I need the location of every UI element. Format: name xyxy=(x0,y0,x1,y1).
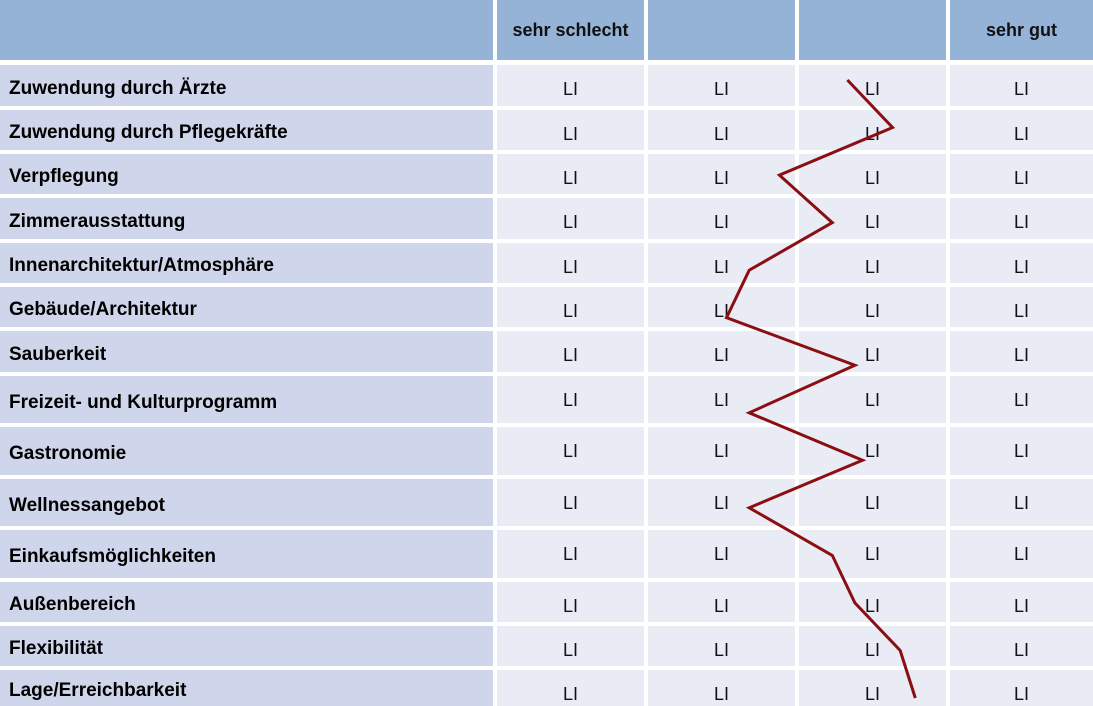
rating-cell: LI xyxy=(648,530,795,578)
rating-cell: LI xyxy=(799,479,946,526)
row-label: Außenbereich xyxy=(0,582,493,622)
row-label: Zuwendung durch Pflegekräfte xyxy=(0,110,493,150)
rating-cell: LI xyxy=(950,65,1093,106)
rating-cell: LI xyxy=(799,110,946,150)
rating-cell: LI xyxy=(799,243,946,283)
rating-cell: LI xyxy=(648,65,795,106)
rating-cell: LI xyxy=(497,427,644,475)
rating-cell: LI xyxy=(497,479,644,526)
rating-cell: LI xyxy=(799,626,946,666)
rating-cell: LI xyxy=(799,376,946,423)
rating-cell: LI xyxy=(648,626,795,666)
rating-cell: LI xyxy=(497,243,644,283)
rating-cell: LI xyxy=(648,287,795,327)
rating-cell: LI xyxy=(497,670,644,706)
row-label: Gebäude/Architektur xyxy=(0,287,493,327)
rating-cell: LI xyxy=(950,479,1093,526)
rating-cell: LI xyxy=(497,198,644,239)
rating-cell: LI xyxy=(950,626,1093,666)
rating-cell: LI xyxy=(648,670,795,706)
rating-cell: LI xyxy=(799,427,946,475)
rating-cell: LI xyxy=(950,582,1093,622)
rating-cell: LI xyxy=(648,198,795,239)
row-label: Innenarchitektur/Atmosphäre xyxy=(0,243,493,283)
rating-cell: LI xyxy=(648,427,795,475)
rating-cell: LI xyxy=(950,154,1093,194)
column-header: sehr gut xyxy=(950,0,1093,60)
rating-cell: LI xyxy=(648,479,795,526)
rating-cell: LI xyxy=(950,287,1093,327)
row-label: Zuwendung durch Ärzte xyxy=(0,65,493,106)
rating-cell: LI xyxy=(497,110,644,150)
rating-cell: LI xyxy=(648,376,795,423)
row-label: Verpflegung xyxy=(0,154,493,194)
rating-cell: LI xyxy=(648,243,795,283)
rating-cell: LI xyxy=(950,110,1093,150)
rating-cell: LI xyxy=(497,530,644,578)
rating-cell: LI xyxy=(799,530,946,578)
rating-cell: LI xyxy=(950,427,1093,475)
row-label: Flexibilität xyxy=(0,626,493,666)
rating-cell: LI xyxy=(497,154,644,194)
rating-cell: LI xyxy=(950,243,1093,283)
rating-cell: LI xyxy=(950,331,1093,372)
rating-cell: LI xyxy=(950,530,1093,578)
rating-cell: LI xyxy=(497,65,644,106)
rating-cell: LI xyxy=(799,670,946,706)
header-corner xyxy=(0,0,493,60)
rating-cell: LI xyxy=(648,331,795,372)
row-label: Freizeit- und Kulturprogramm xyxy=(0,376,493,423)
rating-cell: LI xyxy=(648,582,795,622)
row-label: Einkaufsmöglichkeiten xyxy=(0,530,493,578)
rating-cell: LI xyxy=(648,154,795,194)
rating-cell: LI xyxy=(497,626,644,666)
rating-cell: LI xyxy=(799,582,946,622)
row-label: Lage/Erreichbarkeit xyxy=(0,670,493,706)
rating-cell: LI xyxy=(799,65,946,106)
rating-cell: LI xyxy=(648,110,795,150)
row-label: Wellnessangebot xyxy=(0,479,493,526)
rating-cell: LI xyxy=(497,376,644,423)
rating-cell: LI xyxy=(497,287,644,327)
rating-cell: LI xyxy=(799,154,946,194)
rating-cell: LI xyxy=(497,582,644,622)
column-header xyxy=(799,0,946,60)
row-label: Sauberkeit xyxy=(0,331,493,372)
column-header xyxy=(648,0,795,60)
row-label: Gastronomie xyxy=(0,427,493,475)
column-header: sehr schlecht xyxy=(497,0,644,60)
rating-cell: LI xyxy=(950,198,1093,239)
rating-cell: LI xyxy=(799,198,946,239)
rating-cell: LI xyxy=(497,331,644,372)
rating-cell: LI xyxy=(799,287,946,327)
row-label: Zimmerausstattung xyxy=(0,198,493,239)
rating-cell: LI xyxy=(799,331,946,372)
rating-cell: LI xyxy=(950,670,1093,706)
rating-cell: LI xyxy=(950,376,1093,423)
